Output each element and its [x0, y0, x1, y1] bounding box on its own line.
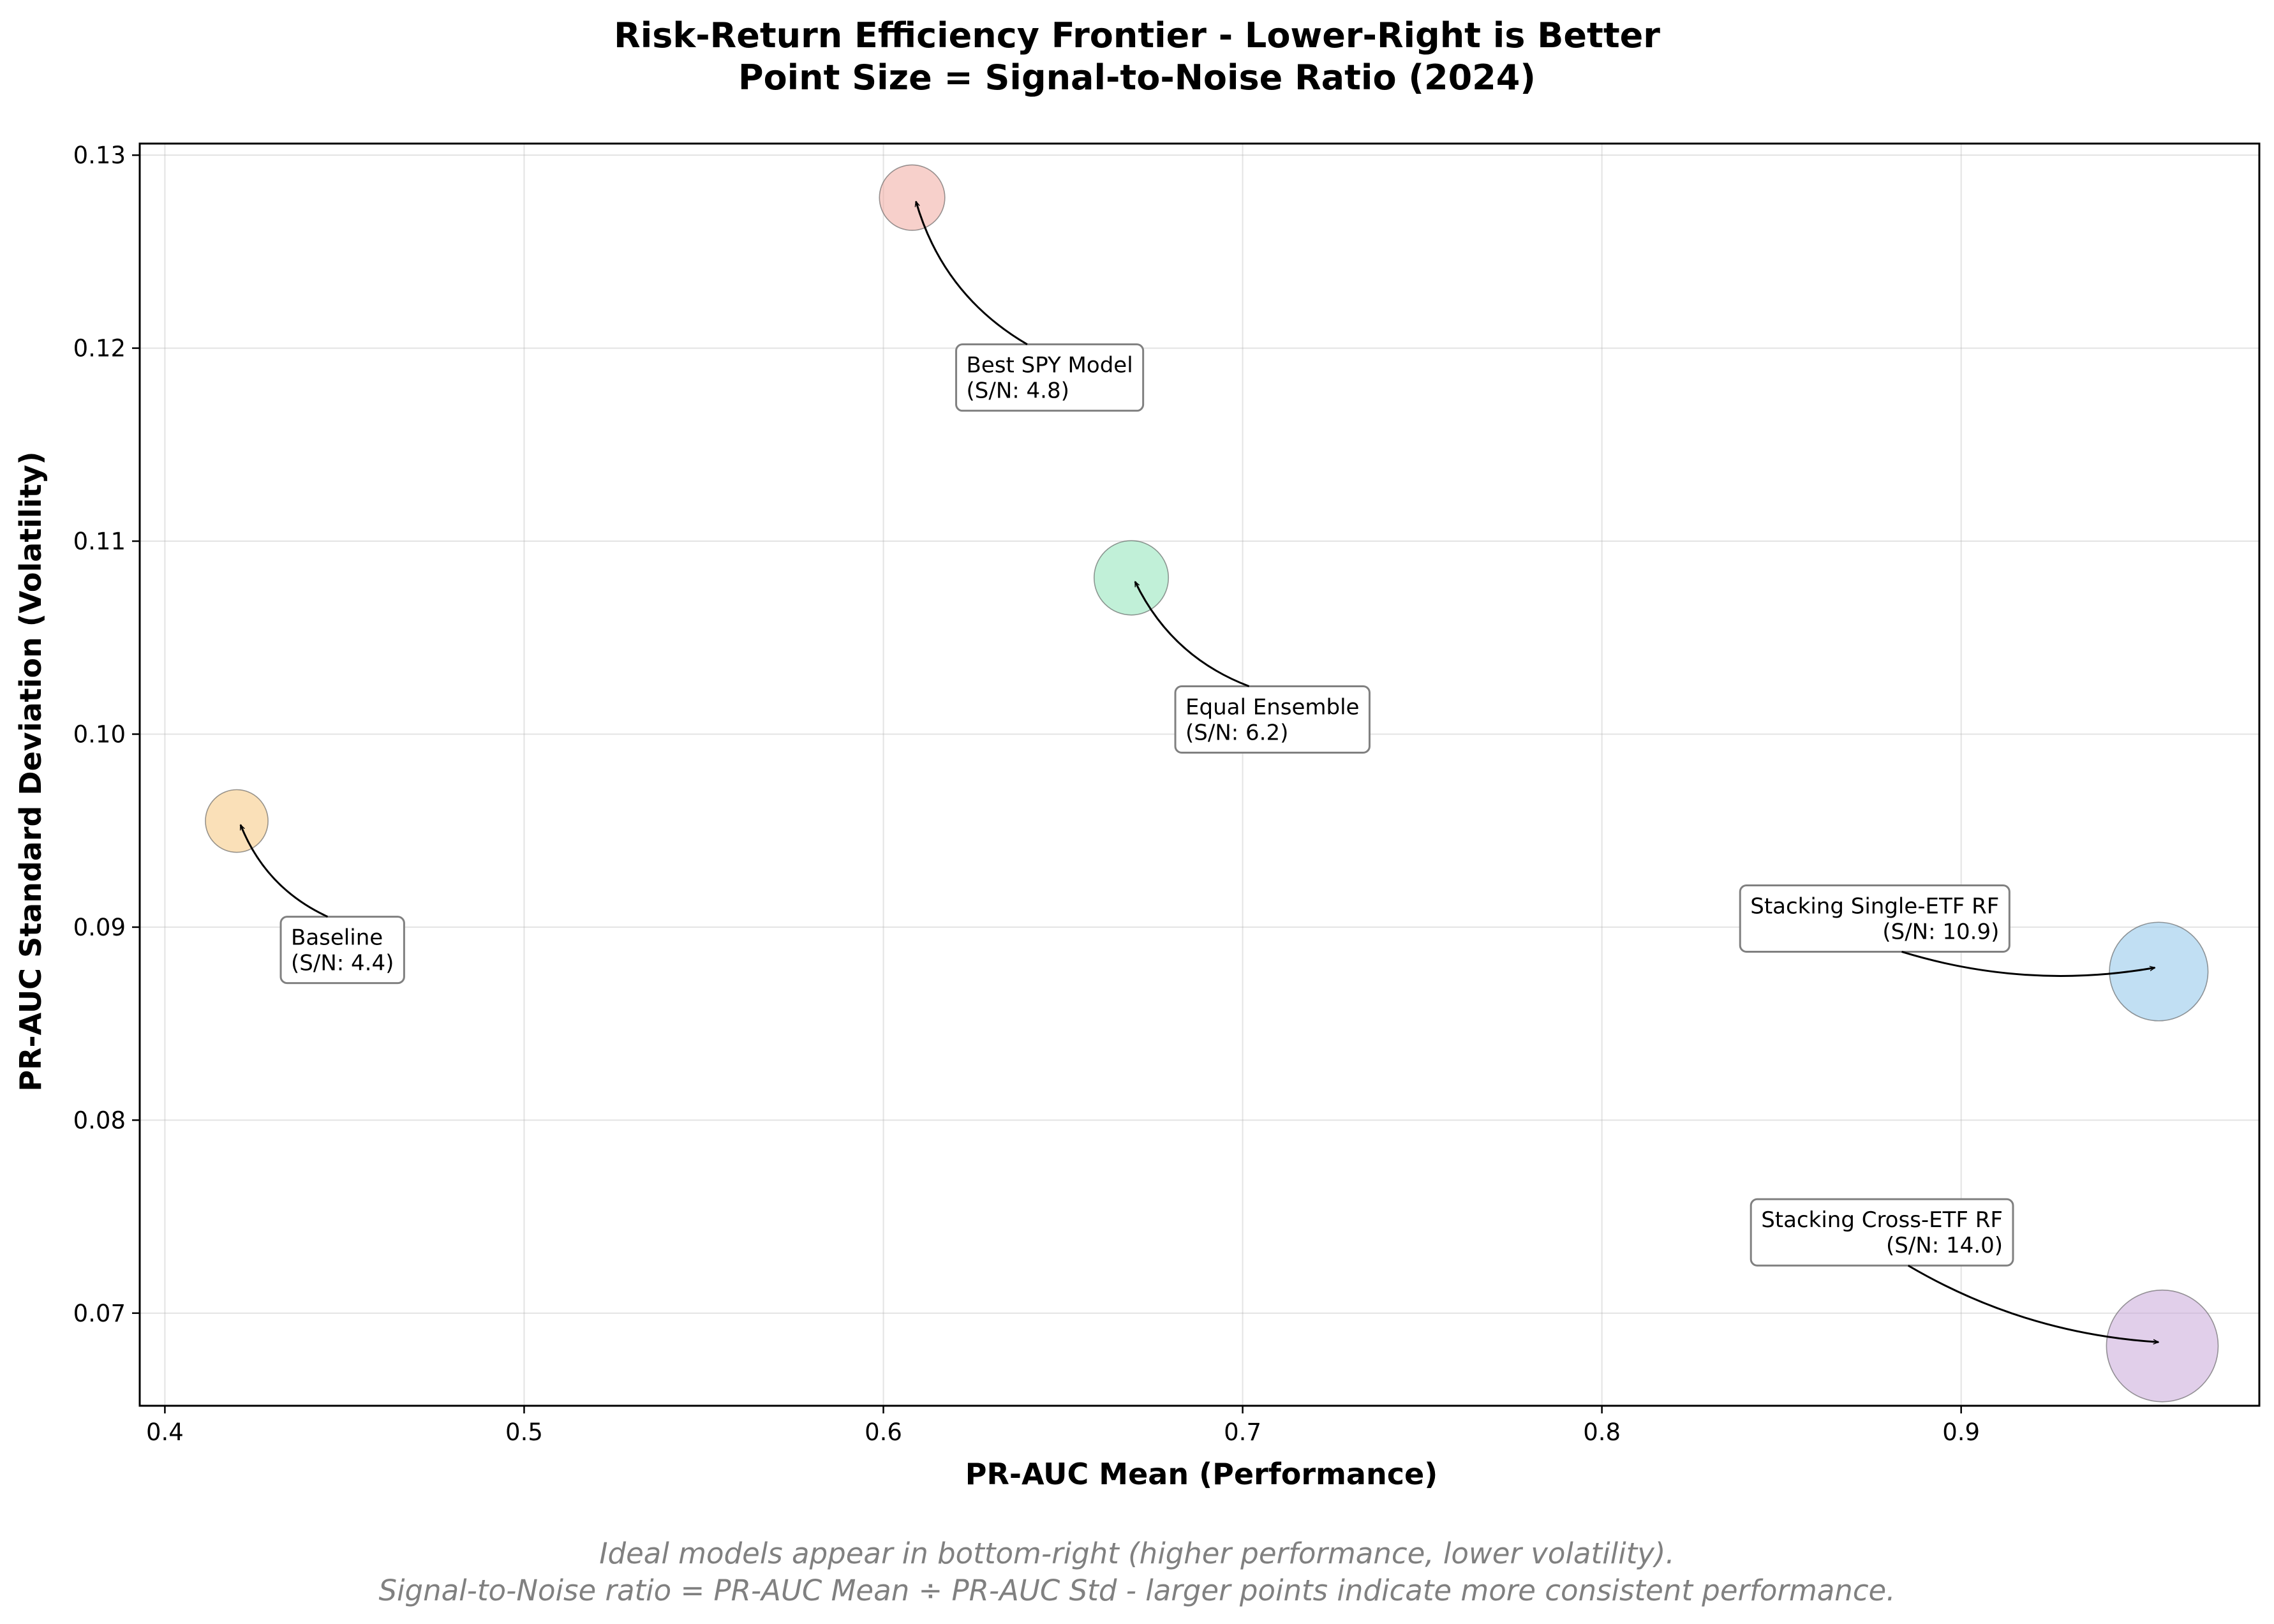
- y-tick-label: 0.13: [73, 142, 126, 169]
- annotation: Baseline(S/N: 4.4): [239, 825, 405, 985]
- x-tick-label: 0.9: [1942, 1419, 1980, 1446]
- x-axis-label: PR-AUC Mean (Performance): [965, 1457, 1438, 1491]
- y-tick-label: 0.07: [73, 1300, 126, 1327]
- annotation-sn: (S/N: 6.2): [1185, 720, 1288, 746]
- annotation: Best SPY Model(S/N: 4.8): [916, 202, 1145, 412]
- x-tick-label: 0.6: [865, 1419, 902, 1446]
- annotation-arrow: [239, 825, 329, 918]
- x-tick-label: 0.4: [146, 1419, 184, 1446]
- annotation-sn: (S/N: 14.0): [1886, 1233, 2003, 1258]
- data-points: [205, 164, 2219, 1403]
- footnote-line-2: Signal-to-Noise ratio = PR-AUC Mean ÷ PR…: [378, 1574, 1895, 1607]
- annotation-name: Equal Ensemble: [1185, 695, 1359, 720]
- y-tick-label: 0.12: [73, 335, 126, 362]
- y-axis-label: PR-AUC Standard Deviation (Volatility): [13, 451, 48, 1091]
- annotation-arrow: [1134, 582, 1250, 687]
- footnote-line-1: Ideal models appear in bottom-right (hig…: [599, 1537, 1675, 1570]
- annotation-name: Stacking Single-ETF RF: [1750, 893, 1999, 919]
- annotation-sn: (S/N: 4.8): [967, 378, 1069, 404]
- plot-frame: [138, 142, 2261, 1407]
- x-tick-label: 0.5: [505, 1419, 543, 1446]
- x-tick-label: 0.7: [1224, 1419, 1261, 1446]
- annotation-name: Baseline: [291, 925, 383, 951]
- chart-title-line-1: Risk-Return Efficiency Frontier - Lower-…: [614, 15, 1660, 56]
- y-axis-ticks: 0.07 0.08 0.09 0.10 0.11 0.12 0.13: [73, 142, 140, 1327]
- annotation-sn: (S/N: 4.4): [291, 951, 394, 976]
- annotation-name: Best SPY Model: [967, 353, 1133, 378]
- x-axis-ticks: 0.4 0.5 0.6 0.7 0.8 0.9: [146, 1406, 1980, 1446]
- annotation-name: Stacking Cross-ETF RF: [1761, 1207, 2003, 1233]
- annotation-box: [1174, 685, 1371, 754]
- point-annotations: Baseline(S/N: 4.4)Best SPY Model(S/N: 4.…: [239, 202, 2159, 1343]
- annotation: Equal Ensemble(S/N: 6.2): [1134, 582, 1371, 754]
- data-point: [1093, 540, 1170, 616]
- data-point: [879, 164, 946, 231]
- y-tick-label: 0.08: [73, 1106, 126, 1134]
- annotation-box: [1750, 1198, 2014, 1267]
- annotation-arrow: [916, 202, 1028, 345]
- chart-title-line-2: Point Size = Signal-to-Noise Ratio (2024…: [738, 57, 1536, 98]
- annotation-box: [1739, 884, 2010, 953]
- x-tick-label: 0.8: [1583, 1419, 1621, 1446]
- y-tick-label: 0.11: [73, 528, 126, 555]
- grid-lines: [140, 144, 2259, 1406]
- y-tick-label: 0.10: [73, 720, 126, 748]
- annotation-box: [279, 916, 405, 985]
- annotation-arrow: [1901, 951, 2155, 977]
- annotation-box: [955, 343, 1145, 412]
- annotation: Stacking Cross-ETF RF(S/N: 14.0): [1750, 1198, 2159, 1342]
- annotation: Stacking Single-ETF RF(S/N: 10.9): [1739, 884, 2155, 977]
- data-point: [2106, 1289, 2219, 1403]
- annotation-sn: (S/N: 10.9): [1882, 919, 1999, 944]
- data-point: [2109, 921, 2209, 1022]
- data-point: [205, 789, 269, 853]
- y-tick-label: 0.09: [73, 914, 126, 941]
- annotation-arrow: [1907, 1264, 2159, 1342]
